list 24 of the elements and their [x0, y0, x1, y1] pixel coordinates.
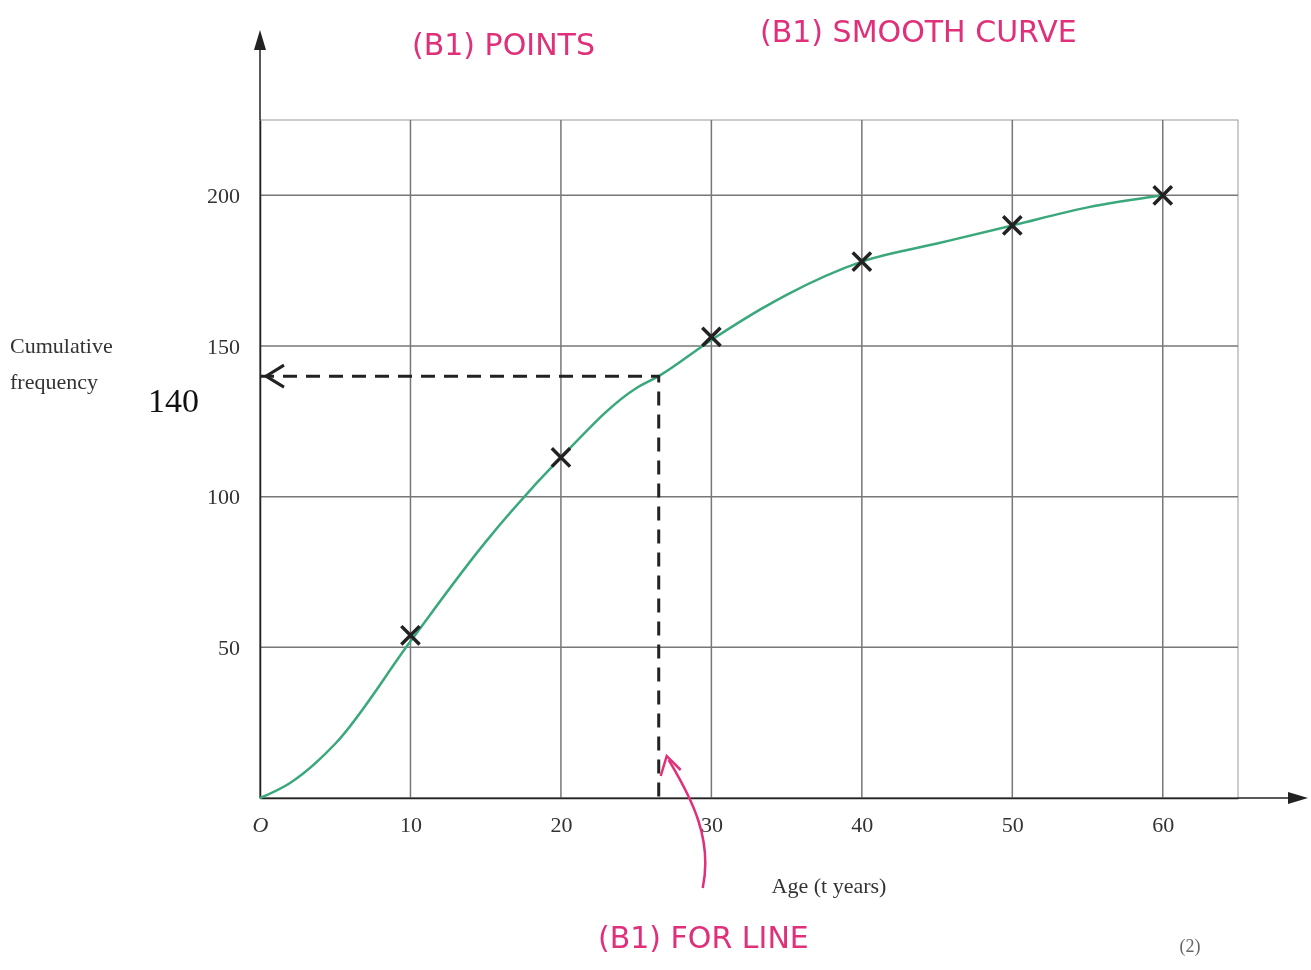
text: (B1) SMOOTH CURVE — [760, 14, 1077, 49]
x-tick-label: 50 — [1001, 811, 1024, 837]
y-tick-label: 50 — [218, 634, 240, 660]
point — [700, 326, 723, 348]
point — [399, 624, 422, 647]
y-tick-label: 200 — [207, 182, 240, 208]
x-tick-label: 60 — [1152, 811, 1175, 837]
point — [1001, 214, 1024, 237]
text: 140 — [148, 382, 199, 419]
x-tick-label: 20 — [550, 811, 573, 837]
text: (B1) POINTS — [412, 27, 595, 62]
point — [550, 446, 572, 469]
x-axis-title: Age (t years) — [771, 873, 887, 898]
point — [1151, 184, 1174, 207]
x-tick-label: O — [252, 811, 269, 837]
point — [850, 250, 873, 273]
x-tick-label: 30 — [700, 811, 723, 837]
text: (2) — [1179, 936, 1201, 957]
y-axis-title: Cumulative frequency — [10, 333, 113, 394]
x-tick-label: 10 — [399, 811, 422, 837]
x-tick-label: 40 — [851, 811, 874, 837]
text: (B1) FOR LINE — [598, 920, 809, 955]
y-tick-label: 150 — [207, 333, 240, 359]
y-tick-label: 100 — [207, 484, 240, 510]
